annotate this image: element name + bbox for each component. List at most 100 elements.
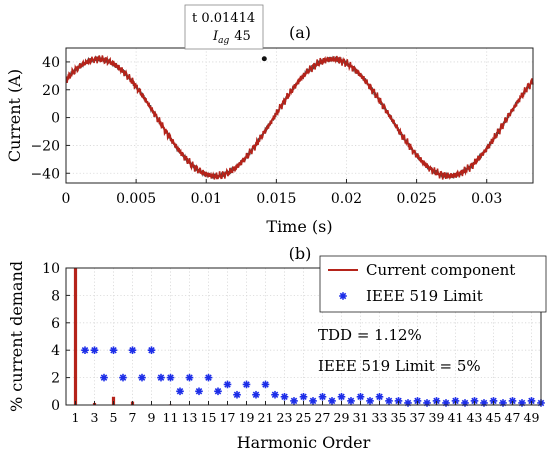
legend-entry-limit: IEEE 519 Limit xyxy=(366,287,483,305)
harmonic-axes: 1 3 5 7 9 11 13 15 17 19 21 23 25 27 29 31 33 35 37 39 41 43 4… xyxy=(7,244,547,452)
ieee-limit-point xyxy=(90,346,99,354)
harmonic-xtick-label: 1 xyxy=(72,410,80,425)
annotation-ieee-limit: IEEE 519 Limit = 5% xyxy=(318,357,481,375)
time-xtick-label: 0.01 xyxy=(191,191,222,207)
harmonic-xtick-label: 19 xyxy=(239,410,255,425)
ieee-limit-point xyxy=(423,399,431,407)
ieee-limit-point xyxy=(223,380,232,389)
time-xtick-label: 0.03 xyxy=(471,191,502,207)
harmonic-xtick-label: 43 xyxy=(467,410,483,425)
ieee-limit-point xyxy=(499,399,507,407)
ieee-limit-point xyxy=(404,399,412,407)
ieee-limit-point xyxy=(318,392,327,401)
datatip-y-label: I xyxy=(212,29,219,44)
harmonic-xtick-label: 5 xyxy=(110,410,118,425)
harmonic-ytick-label: 4 xyxy=(51,343,60,359)
ieee-limit-point xyxy=(261,380,270,389)
ieee-limit-point xyxy=(309,397,317,405)
ieee-limit-point xyxy=(214,387,222,396)
harmonic-xtick-label: 49 xyxy=(524,410,540,425)
legend-asterisk xyxy=(339,292,347,300)
ieee-limit-point xyxy=(166,373,175,382)
legend-entry-current: Current component xyxy=(366,261,515,279)
current-component-bar xyxy=(73,268,78,405)
ieee-limit-point xyxy=(252,390,260,399)
datatip-y-sub: ag xyxy=(218,36,229,46)
harmonic-xtick-label: 25 xyxy=(296,410,312,425)
ieee-limit-point xyxy=(119,373,127,382)
harmonic-xtick-label: 47 xyxy=(505,410,521,425)
ieee-limit-point xyxy=(280,392,289,401)
ieee-limit-point xyxy=(157,373,165,382)
ieee-limit-point xyxy=(290,397,298,405)
time-axis-ylabel: Current (A) xyxy=(5,69,24,162)
ieee-limit-point xyxy=(366,397,374,405)
harmonic-xtick-label: 11 xyxy=(163,410,179,425)
datatip-x-label: t xyxy=(192,11,201,26)
harmonic-axis-ylabel: % current demand xyxy=(7,261,26,412)
ieee-limit-point xyxy=(81,346,89,354)
ieee-limit-point xyxy=(461,399,469,407)
harmonic-xtick-label: 21 xyxy=(258,410,274,425)
harmonic-xtick-label: 9 xyxy=(148,410,156,425)
ieee-limit-point xyxy=(195,387,203,396)
harmonic-plot-area xyxy=(73,268,545,407)
ieee-limit-point xyxy=(299,392,308,401)
harmonic-xtick-label: 39 xyxy=(429,410,445,425)
datatip-box xyxy=(184,4,264,50)
time-ytick-label: 40 xyxy=(42,55,60,71)
ieee-limit-point xyxy=(109,346,118,354)
datatip-x-row: t 0.01414 xyxy=(192,11,255,26)
harmonic-xtick-label: 15 xyxy=(201,410,217,425)
ieee-limit-point xyxy=(375,392,384,401)
harmonic-ytick-label: 6 xyxy=(51,316,60,332)
harmonic-ytick-label: 0 xyxy=(51,398,60,414)
panel-label-b: (b) xyxy=(289,244,312,263)
ieee-limit-point xyxy=(100,373,108,382)
datatip-x-value: 0.01414 xyxy=(201,11,255,26)
ieee-limit-point xyxy=(185,373,194,382)
harmonic-xtick-label: 27 xyxy=(315,410,331,425)
harmonic-xtick-label: 31 xyxy=(353,410,369,425)
legend-asterisk-swatch xyxy=(339,292,347,300)
harmonic-ytick-label: 2 xyxy=(51,371,60,387)
time-ytick-label: −20 xyxy=(30,138,60,154)
time-axes-ticks: 0 0.005 0.01 0.015 0.02 0.025 0.03 −40 −20 0 20 40 xyxy=(30,55,502,207)
time-ytick-label: −40 xyxy=(30,166,60,182)
ieee-limit-point xyxy=(337,392,346,401)
ieee-limit-point xyxy=(518,399,526,407)
time-domain-axes: 0 0.005 0.01 0.015 0.02 0.025 0.03−40−2002040 … xyxy=(5,4,534,236)
time-axis-xlabel: Time (s) xyxy=(266,217,332,236)
time-xtick-label: 0.02 xyxy=(331,191,362,207)
harmonic-xtick-label: 41 xyxy=(448,410,464,425)
harmonic-xtick-label: 33 xyxy=(372,410,388,425)
ieee-limit-point xyxy=(242,380,251,389)
current-waveform xyxy=(65,55,534,180)
time-ytick-label: 20 xyxy=(42,83,60,99)
harmonic-ytick-label: 10 xyxy=(42,261,60,277)
ieee-limit-point xyxy=(356,392,365,401)
datatip-marker[interactable] xyxy=(260,55,268,63)
datatip[interactable]: t 0.01414 Iag 45 xyxy=(184,4,268,63)
ieee-limit-point xyxy=(271,390,279,399)
time-xtick-label: 0.005 xyxy=(116,191,156,207)
time-xtick-label: 0.025 xyxy=(397,191,437,207)
harmonic-xtick-label: 17 xyxy=(220,410,236,425)
datatip-y-value: 45 xyxy=(234,29,251,44)
ieee-limit-point xyxy=(347,397,355,405)
ieee-limit-point xyxy=(527,397,536,405)
ieee-limit-point xyxy=(128,346,137,354)
current-component-bar xyxy=(111,396,116,405)
ieee-limit-point xyxy=(176,387,184,396)
ieee-limit-point xyxy=(138,373,146,382)
panel-label-a: (a) xyxy=(289,23,311,42)
time-xtick-label: 0.015 xyxy=(256,191,296,207)
harmonic-xtick-label: 3 xyxy=(91,410,99,425)
harmonic-xtick-label: 23 xyxy=(277,410,293,425)
ieee-limit-point xyxy=(385,397,393,405)
ieee-limit-point xyxy=(328,397,336,405)
harmonic-xtick-label: 13 xyxy=(182,410,198,425)
harmonic-xtick-label: 29 xyxy=(334,410,350,425)
harmonic-xtick-label: 45 xyxy=(486,410,502,425)
